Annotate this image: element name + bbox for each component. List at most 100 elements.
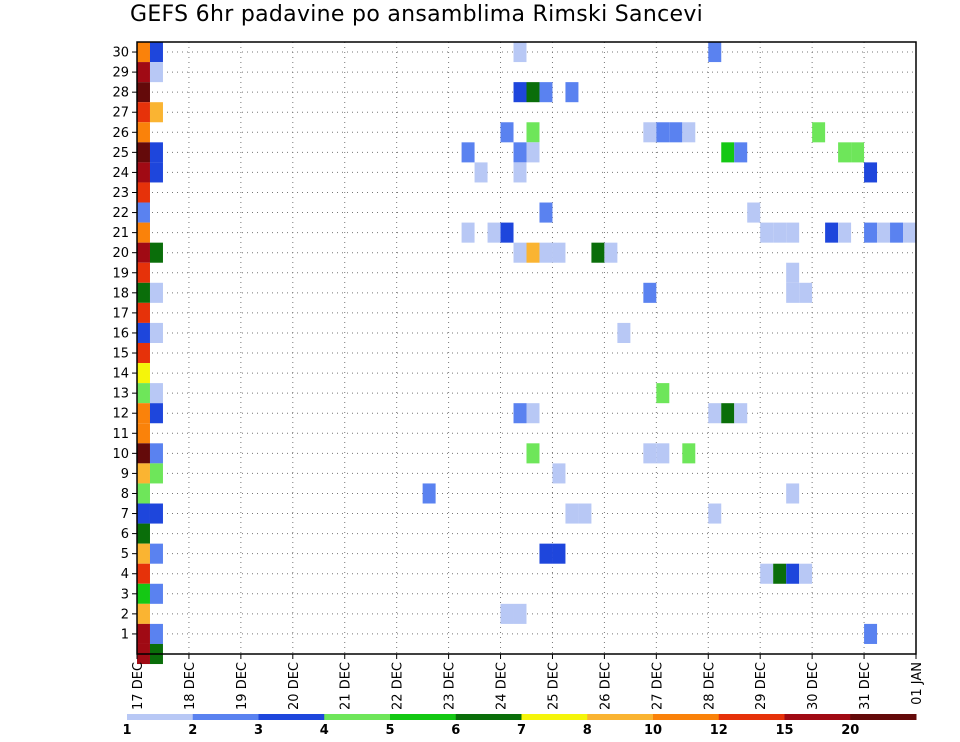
ensemble-cell xyxy=(565,503,579,524)
ensemble-cell xyxy=(513,42,527,63)
ensemble-cell xyxy=(137,282,150,303)
y-tick-label: 1 xyxy=(121,627,129,642)
ensemble-cell xyxy=(526,242,540,263)
y-tick-label: 20 xyxy=(112,246,129,261)
ensemble-cell xyxy=(864,623,878,644)
ensemble-cell xyxy=(149,503,163,524)
ensemble-cell xyxy=(539,202,553,223)
ensemble-cell xyxy=(137,423,150,444)
y-tick-label: 28 xyxy=(112,86,129,101)
ensemble-cell xyxy=(149,42,163,63)
ensemble-cell xyxy=(643,122,657,143)
colorbar-label: 3 xyxy=(254,723,263,738)
ensemble-cell xyxy=(500,122,514,143)
y-tick-label: 18 xyxy=(112,286,129,301)
ensemble-cell xyxy=(513,403,527,424)
ensemble-cell xyxy=(137,222,150,243)
ensemble-cell xyxy=(500,603,514,624)
ensemble-cell xyxy=(526,142,540,163)
ensemble-cell xyxy=(760,563,774,584)
ensemble-cell xyxy=(773,563,787,584)
y-tick-label: 2 xyxy=(121,607,129,622)
colorbar-swatch xyxy=(521,714,588,720)
y-tick-label: 22 xyxy=(112,206,129,221)
ensemble-cell xyxy=(825,222,839,243)
x-tick-label: 25 DEC xyxy=(546,662,561,710)
ensemble-cell xyxy=(137,503,150,524)
y-tick-label: 15 xyxy=(112,347,129,362)
ensemble-cell xyxy=(851,142,865,163)
ensemble-cell xyxy=(526,82,540,103)
ensemble-cell xyxy=(838,222,852,243)
ensemble-cell xyxy=(643,282,657,303)
ensemble-cell xyxy=(552,242,566,263)
ensemble-cell xyxy=(461,222,475,243)
ensemble-cell xyxy=(682,122,696,143)
ensemble-cell xyxy=(513,603,527,624)
ensemble-cell xyxy=(578,503,592,524)
x-tick-label: 18 DEC xyxy=(183,662,198,710)
ensemble-cell xyxy=(149,383,163,404)
ensemble-cell xyxy=(786,222,800,243)
ensemble-cell xyxy=(747,202,761,223)
ensemble-cell xyxy=(149,62,163,83)
y-tick-label: 21 xyxy=(112,226,129,241)
ensemble-cell xyxy=(591,242,605,263)
ensemble-cell xyxy=(137,603,150,624)
colorbar-swatch xyxy=(587,714,654,720)
y-tick-label: 8 xyxy=(121,487,129,502)
ensemble-cell xyxy=(137,182,150,203)
ensemble-cell xyxy=(877,222,891,243)
ensemble-cell xyxy=(643,443,657,464)
ensemble-cell xyxy=(137,383,150,404)
ensemble-cell xyxy=(539,543,553,564)
ensemble-cell xyxy=(526,443,540,464)
ensemble-cell xyxy=(669,122,683,143)
ensemble-cell xyxy=(708,403,722,424)
colorbar-label: 4 xyxy=(320,723,329,738)
colorbar-label: 7 xyxy=(517,723,526,738)
ensemble-cell xyxy=(721,403,735,424)
ensemble-cell xyxy=(137,483,150,504)
y-tick-label: 23 xyxy=(112,186,129,201)
x-tick-label: 27 DEC xyxy=(650,662,665,710)
ensemble-cell xyxy=(552,463,566,484)
ensemble-cell xyxy=(137,302,150,323)
ensemble-cell xyxy=(786,563,800,584)
ensemble-cell xyxy=(539,82,553,103)
colorbar-swatch xyxy=(390,714,457,720)
x-tick-label: 17 DEC xyxy=(131,662,146,710)
y-tick-label: 24 xyxy=(112,166,129,181)
y-tick-label: 12 xyxy=(112,407,129,422)
y-tick-label: 26 xyxy=(112,126,129,141)
y-tick-label: 5 xyxy=(121,547,129,562)
ensemble-cell xyxy=(734,142,748,163)
ensemble-cell xyxy=(137,363,150,384)
colorbar-label: 10 xyxy=(644,723,662,738)
ensemble-cell xyxy=(513,82,527,103)
ensemble-cell xyxy=(903,222,916,243)
ensemble-cell xyxy=(682,443,696,464)
x-tick-label: 23 DEC xyxy=(443,662,458,710)
ensemble-cell xyxy=(513,242,527,263)
x-tick-label: 20 DEC xyxy=(287,662,302,710)
ensemble-cell xyxy=(812,122,826,143)
ensemble-cell xyxy=(137,342,150,364)
x-tick-label: 26 DEC xyxy=(598,662,613,710)
colorbar-swatch xyxy=(258,714,325,720)
ensemble-cell xyxy=(137,202,150,223)
x-tick-label: 24 DEC xyxy=(495,662,510,710)
ensemble-cell xyxy=(656,122,670,143)
x-tick-label: 01 JAN xyxy=(910,662,925,705)
x-tick-label: 28 DEC xyxy=(702,662,717,710)
ensemble-cell xyxy=(838,142,852,163)
ensemble-cell xyxy=(137,242,150,263)
ensemble-cell xyxy=(513,162,527,183)
colorbar-label: 1 xyxy=(122,723,131,738)
colorbar-label: 2 xyxy=(188,723,197,738)
ensemble-cell xyxy=(786,483,800,504)
ensemble-cell xyxy=(734,403,748,424)
ensemble-cell xyxy=(422,483,436,504)
y-tick-label: 6 xyxy=(121,527,129,542)
